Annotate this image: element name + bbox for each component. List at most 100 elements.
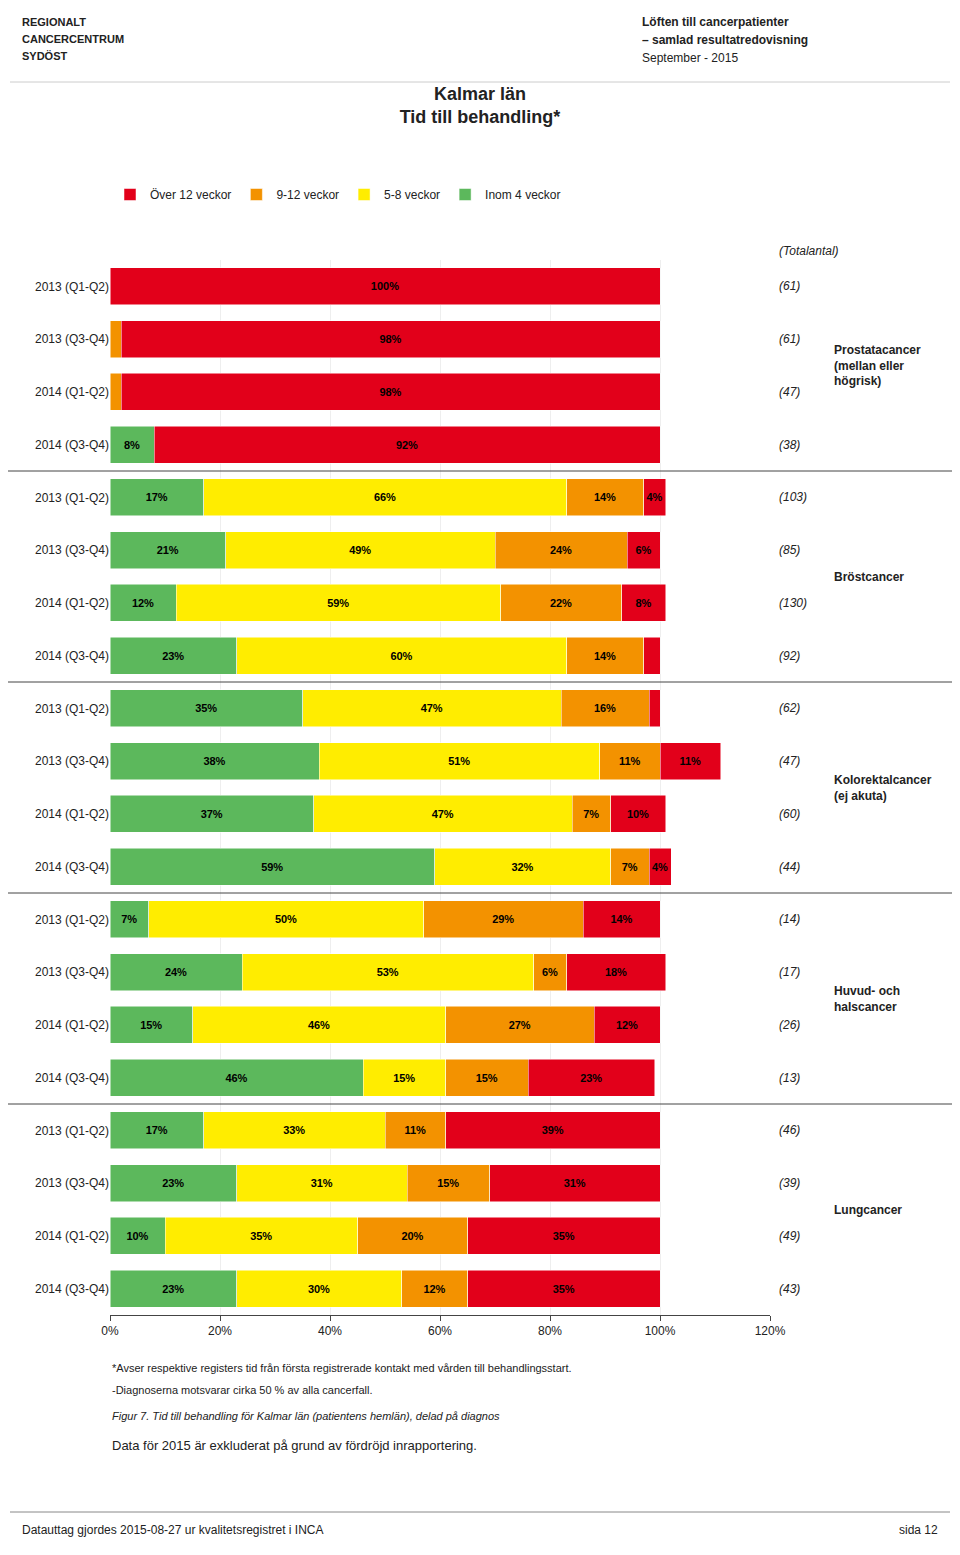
svg-text:4%: 4% bbox=[646, 491, 662, 503]
svg-text:(130): (130) bbox=[779, 596, 807, 610]
svg-text:*Avser respektive registers ti: *Avser respektive registers tid från för… bbox=[112, 1362, 572, 1374]
svg-text:47%: 47% bbox=[432, 808, 454, 820]
svg-text:2014 (Q1-Q2): 2014 (Q1-Q2) bbox=[35, 1229, 109, 1243]
svg-text:2013 (Q3-Q4): 2013 (Q3-Q4) bbox=[35, 1176, 109, 1190]
svg-text:29%: 29% bbox=[492, 913, 514, 925]
svg-text:Bröstcancer: Bröstcancer bbox=[834, 570, 904, 584]
svg-text:98%: 98% bbox=[379, 333, 401, 345]
svg-text:20%: 20% bbox=[208, 1324, 232, 1338]
svg-text:(39): (39) bbox=[779, 1176, 800, 1190]
svg-text:(85): (85) bbox=[779, 543, 800, 557]
svg-text:46%: 46% bbox=[225, 1072, 247, 1084]
svg-text:35%: 35% bbox=[195, 702, 217, 714]
svg-text:31%: 31% bbox=[311, 1177, 333, 1189]
svg-text:2013 (Q3-Q4): 2013 (Q3-Q4) bbox=[35, 543, 109, 557]
svg-text:59%: 59% bbox=[327, 597, 349, 609]
svg-text:sida 12: sida 12 bbox=[899, 1523, 938, 1537]
svg-text:7%: 7% bbox=[622, 861, 638, 873]
svg-text:30%: 30% bbox=[308, 1283, 330, 1295]
svg-text:17%: 17% bbox=[146, 1124, 168, 1136]
svg-text:60%: 60% bbox=[428, 1324, 452, 1338]
svg-text:(26): (26) bbox=[779, 1018, 800, 1032]
svg-text:31%: 31% bbox=[564, 1177, 586, 1189]
svg-text:September - 2015: September - 2015 bbox=[642, 51, 738, 65]
svg-text:23%: 23% bbox=[162, 650, 184, 662]
svg-text:REGIONALT: REGIONALT bbox=[22, 16, 86, 28]
svg-text:100%: 100% bbox=[645, 1324, 676, 1338]
svg-text:39%: 39% bbox=[542, 1124, 564, 1136]
svg-text:2014 (Q1-Q2): 2014 (Q1-Q2) bbox=[35, 807, 109, 821]
svg-text:6%: 6% bbox=[542, 966, 558, 978]
svg-text:7%: 7% bbox=[583, 808, 599, 820]
svg-text:(38): (38) bbox=[779, 438, 800, 452]
svg-text:11%: 11% bbox=[679, 755, 701, 767]
svg-text:2014 (Q3-Q4): 2014 (Q3-Q4) bbox=[35, 1282, 109, 1296]
svg-text:12%: 12% bbox=[132, 597, 154, 609]
svg-text:Datauttag gjordes 2015-08-27 u: Datauttag gjordes 2015-08-27 ur kvalitet… bbox=[22, 1523, 323, 1537]
svg-text:14%: 14% bbox=[594, 491, 616, 503]
svg-text:18%: 18% bbox=[605, 966, 627, 978]
svg-text:(47): (47) bbox=[779, 385, 800, 399]
svg-text:Prostatacancer(mellan ellerhög: Prostatacancer(mellan ellerhögrisk) bbox=[834, 343, 921, 388]
svg-text:15%: 15% bbox=[393, 1072, 415, 1084]
svg-text:Löften till cancerpatienter: Löften till cancerpatienter bbox=[642, 15, 789, 29]
svg-text:60%: 60% bbox=[390, 650, 412, 662]
svg-text:35%: 35% bbox=[553, 1283, 575, 1295]
svg-text:2013 (Q1-Q2): 2013 (Q1-Q2) bbox=[35, 1124, 109, 1138]
svg-text:11%: 11% bbox=[404, 1124, 426, 1136]
svg-text:2014 (Q3-Q4): 2014 (Q3-Q4) bbox=[35, 1071, 109, 1085]
svg-text:98%: 98% bbox=[379, 386, 401, 398]
svg-text:50%: 50% bbox=[275, 913, 297, 925]
svg-text:6%: 6% bbox=[635, 544, 651, 556]
svg-text:66%: 66% bbox=[374, 491, 396, 503]
svg-text:(60): (60) bbox=[779, 807, 800, 821]
svg-text:59%: 59% bbox=[261, 861, 283, 873]
svg-text:47%: 47% bbox=[421, 702, 443, 714]
svg-text:2013 (Q3-Q4): 2013 (Q3-Q4) bbox=[35, 332, 109, 346]
svg-text:2013 (Q3-Q4): 2013 (Q3-Q4) bbox=[35, 754, 109, 768]
svg-text:15%: 15% bbox=[476, 1072, 498, 1084]
svg-text:5-8 veckor: 5-8 veckor bbox=[384, 188, 440, 202]
svg-text:12%: 12% bbox=[423, 1283, 445, 1295]
svg-text:Figur 7. Tid till behandling f: Figur 7. Tid till behandling för Kalmar … bbox=[112, 1410, 500, 1422]
svg-text:46%: 46% bbox=[308, 1019, 330, 1031]
svg-text:(Totalantal): (Totalantal) bbox=[779, 244, 839, 258]
svg-text:23%: 23% bbox=[162, 1177, 184, 1189]
svg-text:23%: 23% bbox=[162, 1283, 184, 1295]
svg-text:40%: 40% bbox=[318, 1324, 342, 1338]
svg-text:7%: 7% bbox=[121, 913, 137, 925]
svg-text:(44): (44) bbox=[779, 860, 800, 874]
svg-text:(103): (103) bbox=[779, 490, 807, 504]
svg-text:10%: 10% bbox=[627, 808, 649, 820]
svg-text:(43): (43) bbox=[779, 1282, 800, 1296]
svg-text:15%: 15% bbox=[140, 1019, 162, 1031]
svg-text:51%: 51% bbox=[448, 755, 470, 767]
svg-text:35%: 35% bbox=[250, 1230, 272, 1242]
svg-text:Kalmar länTid till behandling*: Kalmar länTid till behandling* bbox=[400, 84, 561, 127]
svg-text:100%: 100% bbox=[371, 280, 399, 292]
svg-text:12%: 12% bbox=[616, 1019, 638, 1031]
svg-text:10%: 10% bbox=[126, 1230, 148, 1242]
svg-text:(62): (62) bbox=[779, 701, 800, 715]
svg-text:24%: 24% bbox=[165, 966, 187, 978]
svg-text:23%: 23% bbox=[580, 1072, 602, 1084]
svg-text:120%: 120% bbox=[755, 1324, 786, 1338]
svg-text:14%: 14% bbox=[594, 650, 616, 662]
svg-text:Lungcancer: Lungcancer bbox=[834, 1203, 902, 1217]
svg-text:17%: 17% bbox=[146, 491, 168, 503]
svg-text:2014 (Q1-Q2): 2014 (Q1-Q2) bbox=[35, 385, 109, 399]
svg-text:(13): (13) bbox=[779, 1071, 800, 1085]
svg-text:SYDÖST: SYDÖST bbox=[22, 50, 68, 62]
svg-text:4%: 4% bbox=[652, 861, 668, 873]
svg-text:9-12 veckor: 9-12 veckor bbox=[276, 188, 339, 202]
svg-text:Över 12 veckor: Över 12 veckor bbox=[150, 188, 231, 202]
svg-text:20%: 20% bbox=[401, 1230, 423, 1242]
svg-text:49%: 49% bbox=[349, 544, 371, 556]
svg-text:– samlad resultatredovisning: – samlad resultatredovisning bbox=[642, 33, 808, 47]
svg-text:CANCERCENTRUM: CANCERCENTRUM bbox=[22, 33, 124, 45]
svg-text:32%: 32% bbox=[511, 861, 533, 873]
svg-text:8%: 8% bbox=[124, 439, 140, 451]
svg-text:27%: 27% bbox=[509, 1019, 531, 1031]
svg-text:(49): (49) bbox=[779, 1229, 800, 1243]
svg-text:-Diagnoserna motsvarar cirka 5: -Diagnoserna motsvarar cirka 50 % av all… bbox=[112, 1384, 372, 1396]
